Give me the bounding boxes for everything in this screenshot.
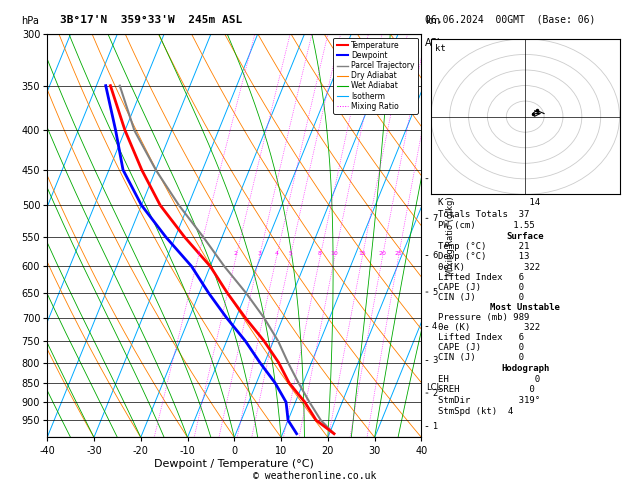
Text: 5: 5 [288,251,292,256]
Text: CAPE (J)       0: CAPE (J) 0 [438,283,525,292]
X-axis label: Dewpoint / Temperature (°C): Dewpoint / Temperature (°C) [154,459,314,469]
Text: km: km [425,16,440,26]
Text: 7: 7 [432,214,437,223]
Text: Hodograph: Hodograph [501,364,549,373]
Text: 8: 8 [318,251,322,256]
Text: 8: 8 [432,174,437,183]
Text: CAPE (J)       0: CAPE (J) 0 [438,343,525,352]
Text: 6: 6 [432,251,437,260]
Text: SREH             0: SREH 0 [438,385,535,394]
Text: K                14: K 14 [438,198,540,207]
Text: 3: 3 [257,251,261,256]
Text: Dewp (°C)      13: Dewp (°C) 13 [438,253,530,261]
Text: Temp (°C)      21: Temp (°C) 21 [438,243,530,251]
Text: Most Unstable: Most Unstable [490,303,560,312]
Text: © weatheronline.co.uk: © weatheronline.co.uk [253,471,376,481]
Text: 2: 2 [432,388,437,398]
Text: PW (cm)       1.55: PW (cm) 1.55 [438,222,535,230]
Text: Pressure (mb) 989: Pressure (mb) 989 [438,313,530,322]
Text: 25: 25 [394,251,402,256]
Text: 3B°17'N  359°33'W  245m ASL: 3B°17'N 359°33'W 245m ASL [60,15,242,25]
Text: CIN (J)        0: CIN (J) 0 [438,353,525,363]
Text: kt: kt [435,44,445,53]
Text: θe(K)           322: θe(K) 322 [438,262,540,272]
Text: 3: 3 [432,356,437,365]
Text: 06.06.2024  00GMT  (Base: 06): 06.06.2024 00GMT (Base: 06) [425,15,595,25]
Text: 4: 4 [432,322,437,331]
Text: StmDir         319°: StmDir 319° [438,396,540,405]
Text: CIN (J)        0: CIN (J) 0 [438,293,525,302]
Text: θe (K)          322: θe (K) 322 [438,323,540,332]
Text: ASL: ASL [425,38,443,48]
Text: hPa: hPa [21,16,39,26]
Text: 15: 15 [359,251,366,256]
Text: 5: 5 [432,288,437,296]
Text: StmSpd (kt)  4: StmSpd (kt) 4 [438,407,514,416]
Text: 4: 4 [274,251,279,256]
Text: Lifted Index   6: Lifted Index 6 [438,273,525,281]
Text: EH                0: EH 0 [438,375,540,383]
Text: 10: 10 [331,251,338,256]
Text: 1: 1 [196,251,200,256]
Text: 20: 20 [379,251,386,256]
Text: LCL: LCL [426,383,441,392]
Text: Surface: Surface [506,232,544,242]
Text: Mixing Ratio (g/kg): Mixing Ratio (g/kg) [446,196,455,276]
Text: Lifted Index   6: Lifted Index 6 [438,333,525,342]
Text: 1: 1 [432,422,437,431]
Text: 2: 2 [234,251,238,256]
Legend: Temperature, Dewpoint, Parcel Trajectory, Dry Adiabat, Wet Adiabat, Isotherm, Mi: Temperature, Dewpoint, Parcel Trajectory… [333,38,418,114]
Text: Totals Totals  37: Totals Totals 37 [438,210,530,219]
